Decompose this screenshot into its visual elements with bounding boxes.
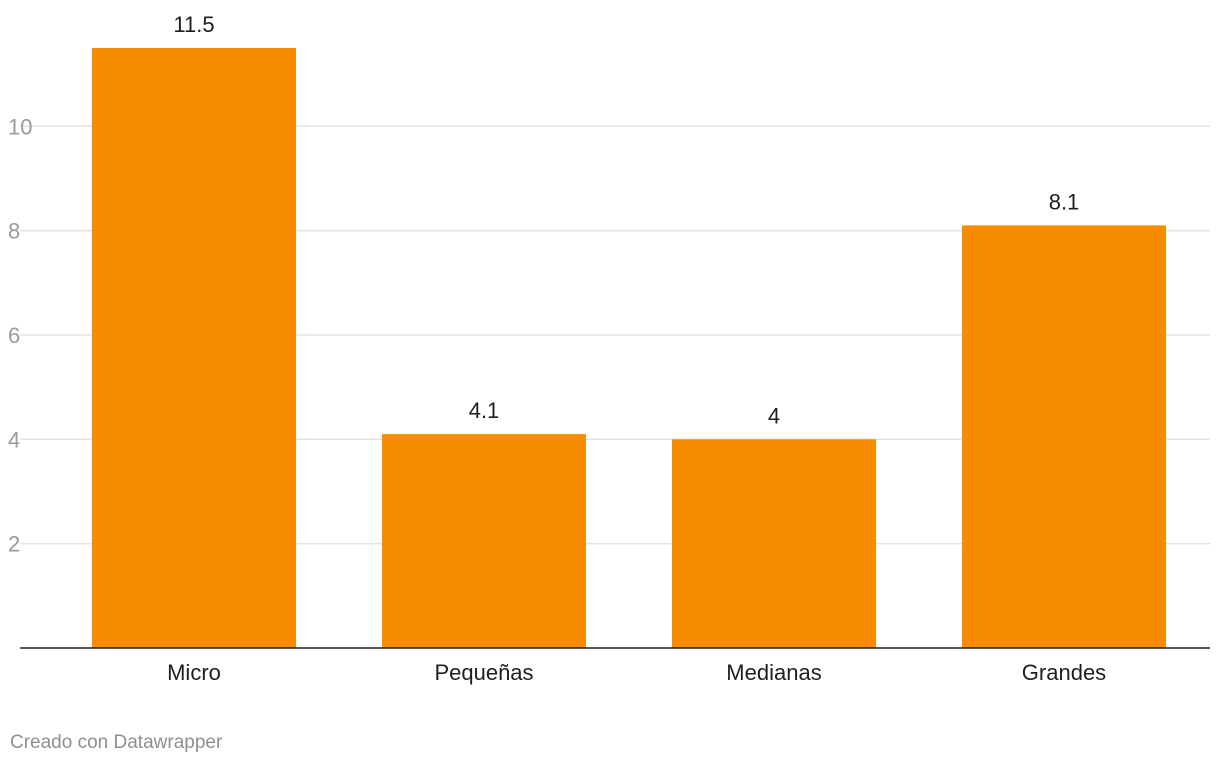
y-axis-ticks: 2 4 6 8 10 bbox=[8, 114, 32, 556]
y-tick-label: 10 bbox=[8, 114, 32, 139]
data-label: 4 bbox=[768, 403, 780, 428]
data-label: 4.1 bbox=[469, 398, 500, 423]
bar bbox=[672, 439, 876, 648]
x-tick-label: Grandes bbox=[1022, 660, 1106, 685]
bar bbox=[92, 48, 296, 648]
y-tick-label: 8 bbox=[8, 219, 20, 244]
data-label: 8.1 bbox=[1049, 189, 1080, 214]
bar bbox=[962, 225, 1166, 649]
y-tick-label: 2 bbox=[8, 532, 20, 557]
y-tick-label: 6 bbox=[8, 323, 20, 348]
bars bbox=[92, 48, 1166, 649]
y-tick-label: 4 bbox=[8, 427, 20, 452]
x-axis-ticks: Micro Pequeñas Medianas Grandes bbox=[167, 660, 1106, 685]
x-tick-label: Pequeñas bbox=[434, 660, 533, 685]
data-label: 11.5 bbox=[173, 12, 214, 37]
credit-text: Creado con Datawrapper bbox=[10, 732, 223, 753]
x-tick-label: Micro bbox=[167, 660, 221, 685]
bar bbox=[382, 434, 586, 648]
data-labels: 11.5 4.1 4 8.1 bbox=[173, 12, 1079, 428]
x-tick-label: Medianas bbox=[726, 660, 821, 685]
bar-chart: 2 4 6 8 10 11.5 4.1 4 8.1 Micro Pequeñas Medianas… bbox=[8, 12, 1210, 685]
